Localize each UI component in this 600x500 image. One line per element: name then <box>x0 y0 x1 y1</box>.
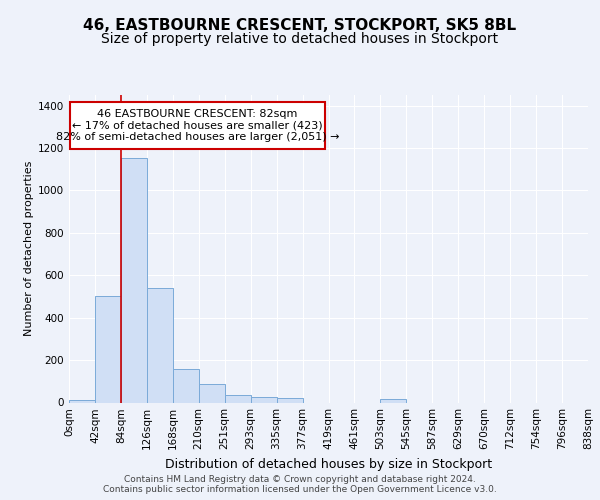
Bar <box>147 288 173 403</box>
Text: Contains HM Land Registry data © Crown copyright and database right 2024.
Contai: Contains HM Land Registry data © Crown c… <box>103 474 497 494</box>
Text: 46, EASTBOURNE CRESCENT, STOCKPORT, SK5 8BL: 46, EASTBOURNE CRESCENT, STOCKPORT, SK5 … <box>83 18 517 32</box>
Bar <box>225 395 251 402</box>
Bar <box>199 384 224 402</box>
Y-axis label: Number of detached properties: Number of detached properties <box>24 161 34 336</box>
Bar <box>251 397 277 402</box>
Text: 46 EASTBOURNE CRESCENT: 82sqm
← 17% of detached houses are smaller (423)
82% of : 46 EASTBOURNE CRESCENT: 82sqm ← 17% of d… <box>56 109 339 142</box>
Bar <box>95 296 121 403</box>
Bar <box>277 398 302 402</box>
Bar <box>69 400 95 402</box>
Bar <box>121 158 147 402</box>
Bar <box>173 368 199 402</box>
Bar <box>70 102 325 149</box>
Text: Size of property relative to detached houses in Stockport: Size of property relative to detached ho… <box>101 32 499 46</box>
X-axis label: Distribution of detached houses by size in Stockport: Distribution of detached houses by size … <box>165 458 492 471</box>
Bar <box>380 400 406 402</box>
